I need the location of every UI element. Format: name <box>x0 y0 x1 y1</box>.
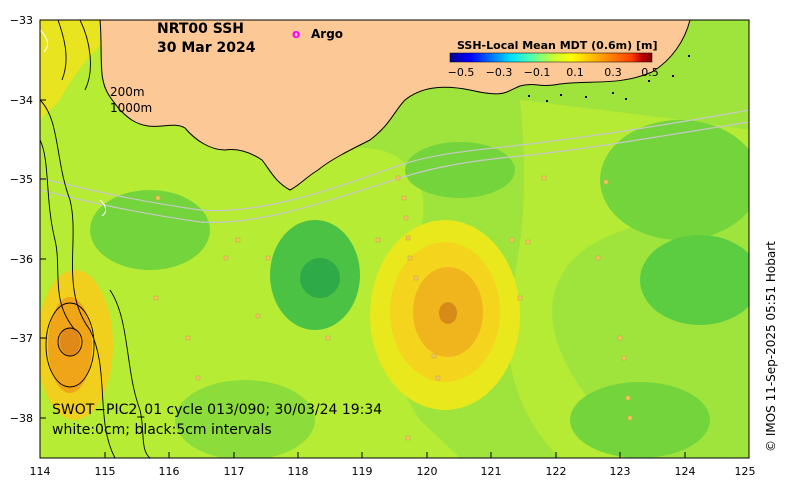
argo-marker-icon: o <box>292 27 300 41</box>
y-tick-33: −33 <box>10 14 33 27</box>
x-tick-123: 123 <box>610 465 631 478</box>
y-tick-37: −37 <box>10 332 33 345</box>
x-tick-114: 114 <box>30 465 51 478</box>
x-tick-121: 121 <box>481 465 502 478</box>
y-axis-labels: −33 −34 −35 −36 −37 −38 <box>10 14 33 425</box>
x-tick-119: 119 <box>352 465 373 478</box>
x-axis-labels: 114 115 116 117 118 119 120 121 122 123 … <box>30 465 756 478</box>
colorbar: SSH-Local Mean MDT (0.6m) [m] −0.5 −0.3 … <box>448 39 659 79</box>
y-tick-36: −36 <box>10 253 33 266</box>
isobath-1000m-label: 1000m <box>110 101 152 115</box>
colorbar-tick-5: 0.3 <box>604 66 622 79</box>
x-tick-116: 116 <box>159 465 180 478</box>
x-tick-118: 118 <box>288 465 309 478</box>
map-date: 30 Mar 2024 <box>157 40 256 56</box>
colorbar-tick-6: 0.5 <box>641 66 659 79</box>
colorbar-tick-1: −0.5 <box>448 66 475 79</box>
y-tick-34: −34 <box>10 94 33 107</box>
swot-pass-label: SWOT−PIC2_01 cycle 013/090; 30/03/24 19:… <box>52 402 382 418</box>
contour-note: white:0cm; black:5cm intervals <box>52 422 272 438</box>
y-tick-38: −38 <box>10 412 33 425</box>
colorbar-title: SSH-Local Mean MDT (0.6m) [m] <box>457 39 657 52</box>
x-tick-124: 124 <box>675 465 696 478</box>
credit-text: © IMOS 11-Sep-2025 05:51 Hobart <box>764 241 778 452</box>
ssh-field <box>40 20 749 458</box>
x-tick-115: 115 <box>95 465 116 478</box>
map-title: NRT00 SSH <box>157 21 244 37</box>
plot-frame <box>39 19 750 459</box>
y-tick-35: −35 <box>10 173 33 186</box>
axis-ticks <box>39 19 750 458</box>
colorbar-tick-4: 0.1 <box>566 66 584 79</box>
argo-label: Argo <box>311 27 343 41</box>
x-tick-117: 117 <box>224 465 245 478</box>
colorbar-tick-3: −0.1 <box>524 66 551 79</box>
isobath-200m-label: 200m <box>110 85 145 99</box>
x-tick-120: 120 <box>417 465 438 478</box>
x-tick-125: 125 <box>735 465 756 478</box>
colorbar-tick-2: −0.3 <box>486 66 513 79</box>
x-tick-122: 122 <box>546 465 567 478</box>
colorbar-gradient <box>449 52 653 63</box>
